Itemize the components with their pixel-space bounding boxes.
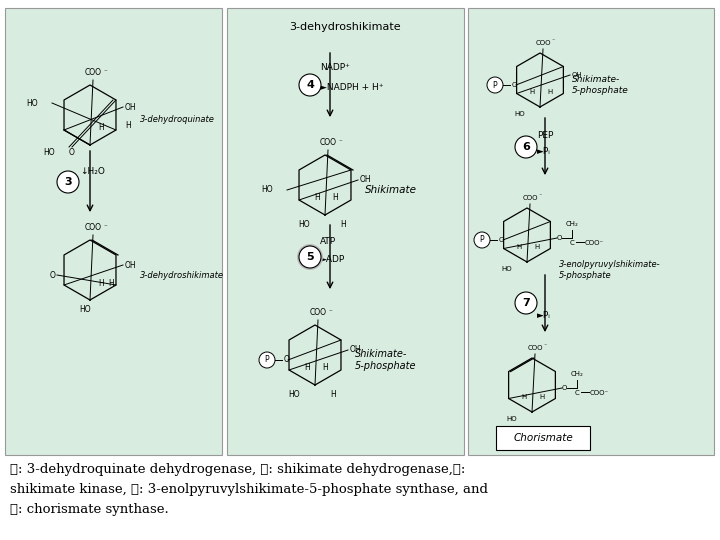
Text: H: H xyxy=(516,244,521,250)
Text: HO: HO xyxy=(27,98,38,107)
Text: 7: 7 xyxy=(522,298,530,308)
Text: C: C xyxy=(575,390,580,396)
Text: HO: HO xyxy=(261,186,273,194)
Text: O: O xyxy=(69,148,75,157)
Text: PEP: PEP xyxy=(537,131,554,139)
Text: Shikimate-
5-phosphate: Shikimate- 5-phosphate xyxy=(355,349,416,371)
Text: O: O xyxy=(562,385,567,391)
Text: COO: COO xyxy=(527,345,543,351)
Text: ►NADPH + H⁺: ►NADPH + H⁺ xyxy=(320,84,384,92)
Text: H: H xyxy=(304,362,310,372)
Text: H: H xyxy=(332,192,338,201)
Text: COO: COO xyxy=(320,138,336,147)
Text: ⁻: ⁻ xyxy=(539,194,542,199)
Text: HO: HO xyxy=(506,416,517,422)
Text: O: O xyxy=(512,82,518,88)
Text: ⁻: ⁻ xyxy=(329,309,333,315)
Text: HO: HO xyxy=(514,111,525,117)
Text: ►Pᵢ: ►Pᵢ xyxy=(537,147,551,157)
Text: HO: HO xyxy=(79,305,91,314)
Text: P: P xyxy=(265,355,269,364)
Circle shape xyxy=(299,74,321,96)
Text: OH: OH xyxy=(360,176,372,185)
Text: HO: HO xyxy=(298,220,310,229)
Text: ATP: ATP xyxy=(320,238,336,246)
Text: H: H xyxy=(98,280,104,288)
Text: ⁻: ⁻ xyxy=(104,224,108,230)
Text: 3-enolpyruvylshikimate-
5-phosphate: 3-enolpyruvylshikimate- 5-phosphate xyxy=(559,260,661,280)
Text: H: H xyxy=(125,120,131,130)
Text: H: H xyxy=(529,89,535,95)
Text: ⓢ: 3-dehydroquinate dehydrogenase, ⓣ: shikimate dehydrogenase,ⓤ:: ⓢ: 3-dehydroquinate dehydrogenase, ⓣ: sh… xyxy=(10,463,465,476)
Text: P: P xyxy=(480,235,485,245)
Text: HO: HO xyxy=(43,148,55,157)
Circle shape xyxy=(259,352,275,368)
Text: COO: COO xyxy=(84,223,102,232)
Text: COO: COO xyxy=(522,195,538,201)
Text: HO: HO xyxy=(289,390,300,399)
Text: 4: 4 xyxy=(306,80,314,90)
Text: H: H xyxy=(539,394,544,400)
Text: O: O xyxy=(284,355,290,364)
Text: P: P xyxy=(492,80,498,90)
Text: 3-dehydroquinate: 3-dehydroquinate xyxy=(140,116,215,125)
Text: H: H xyxy=(330,390,336,399)
Text: NADP⁺: NADP⁺ xyxy=(320,64,350,72)
Text: Shikimate-
5-phosphate: Shikimate- 5-phosphate xyxy=(572,75,629,95)
Text: ►ADP: ►ADP xyxy=(320,255,346,265)
Text: ↓H₂O: ↓H₂O xyxy=(80,167,105,177)
Text: OH: OH xyxy=(125,103,137,111)
Text: CH₂: CH₂ xyxy=(566,221,578,227)
Text: Chorismate: Chorismate xyxy=(513,433,573,443)
FancyBboxPatch shape xyxy=(496,426,590,450)
Text: O: O xyxy=(557,235,562,241)
Text: H: H xyxy=(521,394,526,400)
Text: OH: OH xyxy=(125,260,137,269)
Text: CH₂: CH₂ xyxy=(570,371,583,377)
Text: H: H xyxy=(108,280,114,288)
Text: Shikimate: Shikimate xyxy=(365,185,417,195)
Circle shape xyxy=(299,246,321,268)
Text: H: H xyxy=(322,362,328,372)
Text: OH: OH xyxy=(572,72,582,78)
Text: ►Pᵢ: ►Pᵢ xyxy=(537,310,551,320)
Text: 6: 6 xyxy=(522,142,530,152)
Text: COO⁻: COO⁻ xyxy=(590,390,609,396)
Text: H: H xyxy=(547,89,553,95)
Text: ⓦ: chorismate synthase.: ⓦ: chorismate synthase. xyxy=(10,503,168,516)
Text: COO: COO xyxy=(535,40,551,46)
Circle shape xyxy=(474,232,490,248)
FancyBboxPatch shape xyxy=(227,8,464,455)
FancyBboxPatch shape xyxy=(468,8,714,455)
Circle shape xyxy=(515,292,537,314)
Text: 3: 3 xyxy=(64,177,72,187)
Text: H: H xyxy=(534,244,539,250)
Text: ⁻: ⁻ xyxy=(552,39,555,44)
Text: O: O xyxy=(499,237,505,243)
Circle shape xyxy=(297,244,323,270)
Text: 3-dehydroshikimate: 3-dehydroshikimate xyxy=(289,22,401,32)
Text: shikimate kinase, ⓥ: 3-enolpyruvylshikimate-5-phosphate synthase, and: shikimate kinase, ⓥ: 3-enolpyruvylshikim… xyxy=(10,483,488,496)
Circle shape xyxy=(515,136,537,158)
Text: C: C xyxy=(570,240,575,246)
Text: O: O xyxy=(49,271,55,280)
Text: COO: COO xyxy=(310,308,326,317)
Text: COO: COO xyxy=(84,68,102,77)
Text: H: H xyxy=(98,123,104,132)
Text: HO: HO xyxy=(501,266,512,272)
Text: ⁻: ⁻ xyxy=(544,344,547,349)
Text: OH: OH xyxy=(350,346,361,354)
FancyBboxPatch shape xyxy=(5,8,222,455)
Text: 3-dehydroshikimate: 3-dehydroshikimate xyxy=(140,271,224,280)
Text: COO⁻: COO⁻ xyxy=(585,240,604,246)
Circle shape xyxy=(57,171,79,193)
Text: ⁻: ⁻ xyxy=(339,139,343,145)
Circle shape xyxy=(487,77,503,93)
Text: 5: 5 xyxy=(306,252,314,262)
Text: ⁻: ⁻ xyxy=(104,69,108,75)
Text: H: H xyxy=(340,220,346,229)
Text: H: H xyxy=(314,192,320,201)
